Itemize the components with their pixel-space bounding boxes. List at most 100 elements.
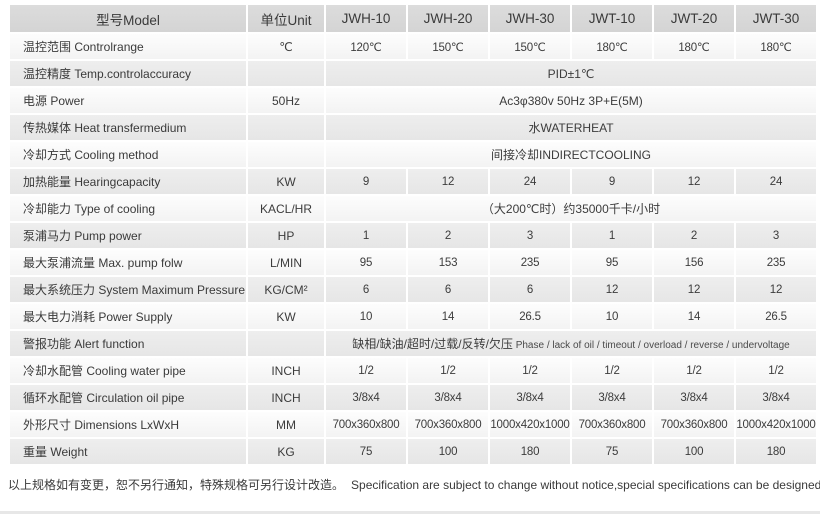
table-row: 最大泵浦流量 Max. pump folw L/MIN 95 153 235 95 156 2…	[10, 250, 816, 275]
row-label: 冷却方式 Cooling method	[10, 142, 246, 167]
row-label: 重量 Weight	[10, 439, 246, 464]
table-row: 外形尺寸 Dimensions LxWxH MM 700x360x800 700x36…	[10, 412, 816, 437]
row-span-value: 水WATERHEAT	[326, 115, 816, 140]
table-row: 电源 Power 50Hz Ac3φ380v 50Hz 3P+E(5M)	[10, 88, 816, 113]
column-header-unit: 单位Unit	[248, 5, 324, 32]
spec-table-container: 型号Model 单位Unit JWH-10 JWH-20 JWH-30 JWT-10 JWT…	[8, 3, 818, 466]
column-header-jwt-10: JWT-10	[572, 5, 652, 32]
row-label: 温控范围 Controlrange	[10, 34, 246, 59]
alert-functions-en: Phase / lack of oil / timeout / overload…	[512, 340, 790, 351]
row-value: 235	[736, 250, 816, 275]
row-span-value: PID±1℃	[326, 61, 816, 86]
row-value: 153	[408, 250, 488, 275]
column-header-jwh-30: JWH-30	[490, 5, 570, 32]
column-header-model: 型号Model	[10, 5, 246, 32]
row-span-value: 缺相/缺油/超时/过载/反转/欠压 Phase / lack of oil / …	[326, 331, 816, 356]
table-row: 最大系统压力 System Maximum Pressure KG/CM² 6 6 6 1…	[10, 277, 816, 302]
row-value: 1	[326, 223, 406, 248]
row-value: 3/8x4	[490, 385, 570, 410]
row-unit	[248, 115, 324, 140]
row-unit: 50Hz	[248, 88, 324, 113]
row-label: 循环水配管 Circulation oil pipe	[10, 385, 246, 410]
table-row: 加热能量 Hearingcapacity KW 9 12 24 9 12 24	[10, 169, 816, 194]
row-value: 3	[490, 223, 570, 248]
row-unit: KW	[248, 169, 324, 194]
row-value: 24	[736, 169, 816, 194]
row-value: 6	[408, 277, 488, 302]
row-value: 156	[654, 250, 734, 275]
row-value: 180	[490, 439, 570, 464]
row-value: 3/8x4	[326, 385, 406, 410]
row-label: 温控精度 Temp.controlaccuracy	[10, 61, 246, 86]
row-value: 150℃	[408, 34, 488, 59]
row-label: 外形尺寸 Dimensions LxWxH	[10, 412, 246, 437]
footer-note: 以上规格如有变更，恕不另行通知，特殊规格可另行设计改造。 Specificatio…	[0, 466, 820, 493]
row-label: 冷却水配管 Cooling water pipe	[10, 358, 246, 383]
row-value: 14	[408, 304, 488, 329]
table-body: 温控范围 Controlrange ℃ 120℃ 150℃ 150℃ 180℃ 180℃ 18…	[10, 34, 816, 464]
bottom-divider	[0, 511, 820, 514]
row-value: 6	[490, 277, 570, 302]
row-value: 3/8x4	[408, 385, 488, 410]
column-header-jwt-20: JWT-20	[654, 5, 734, 32]
row-value: 180℃	[736, 34, 816, 59]
row-value: 14	[654, 304, 734, 329]
row-unit	[248, 331, 324, 356]
footer-note-en: Specification are subject to change with…	[351, 478, 820, 492]
table-row: 传热媒体 Heat transfermedium 水WATERHEAT	[10, 115, 816, 140]
row-value: 9	[572, 169, 652, 194]
table-row: 温控范围 Controlrange ℃ 120℃ 150℃ 150℃ 180℃ 180℃ 18…	[10, 34, 816, 59]
row-value: 120℃	[326, 34, 406, 59]
row-value: 700x360x800	[408, 412, 488, 437]
row-value: 1000x420x1000	[736, 412, 816, 437]
row-label: 最大电力消耗 Power Supply	[10, 304, 246, 329]
column-header-jwh-10: JWH-10	[326, 5, 406, 32]
row-unit: INCH	[248, 385, 324, 410]
row-value: 26.5	[736, 304, 816, 329]
row-value: 700x360x800	[326, 412, 406, 437]
row-label: 传热媒体 Heat transfermedium	[10, 115, 246, 140]
row-unit: KG/CM²	[248, 277, 324, 302]
row-label: 警报功能 Alert function	[10, 331, 246, 356]
row-value: 2	[654, 223, 734, 248]
row-label: 电源 Power	[10, 88, 246, 113]
row-value: 3	[736, 223, 816, 248]
table-row: 最大电力消耗 Power Supply KW 10 14 26.5 10 14 26.5	[10, 304, 816, 329]
row-value: 10	[572, 304, 652, 329]
spec-table: 型号Model 单位Unit JWH-10 JWH-20 JWH-30 JWT-10 JWT…	[8, 3, 818, 466]
row-label: 最大泵浦流量 Max. pump folw	[10, 250, 246, 275]
row-value: 12	[736, 277, 816, 302]
row-value: 26.5	[490, 304, 570, 329]
row-value: 9	[326, 169, 406, 194]
table-header-row: 型号Model 单位Unit JWH-10 JWH-20 JWH-30 JWT-10 JWT…	[10, 5, 816, 32]
row-value: 1/2	[654, 358, 734, 383]
row-value: 180℃	[654, 34, 734, 59]
table-row: 冷却能力 Type of cooling KACL/HR （大200℃时）约3500…	[10, 196, 816, 221]
row-value: 10	[326, 304, 406, 329]
table-row: 警报功能 Alert function 缺相/缺油/超时/过载/反转/欠压 Pha…	[10, 331, 816, 356]
row-unit: HP	[248, 223, 324, 248]
row-value: 1/2	[736, 358, 816, 383]
row-unit: L/MIN	[248, 250, 324, 275]
row-value: 150℃	[490, 34, 570, 59]
row-unit: KW	[248, 304, 324, 329]
row-label: 加热能量 Hearingcapacity	[10, 169, 246, 194]
row-value: 6	[326, 277, 406, 302]
row-value: 700x360x800	[654, 412, 734, 437]
row-value: 1/2	[408, 358, 488, 383]
row-label: 最大系统压力 System Maximum Pressure	[10, 277, 246, 302]
column-header-jwh-20: JWH-20	[408, 5, 488, 32]
row-value: 24	[490, 169, 570, 194]
row-unit: MM	[248, 412, 324, 437]
row-value: 1/2	[326, 358, 406, 383]
row-value: 12	[654, 169, 734, 194]
row-value: 235	[490, 250, 570, 275]
row-label: 冷却能力 Type of cooling	[10, 196, 246, 221]
row-unit: KG	[248, 439, 324, 464]
row-value: 700x360x800	[572, 412, 652, 437]
row-value: 95	[326, 250, 406, 275]
row-unit	[248, 142, 324, 167]
row-unit: INCH	[248, 358, 324, 383]
row-value: 180℃	[572, 34, 652, 59]
